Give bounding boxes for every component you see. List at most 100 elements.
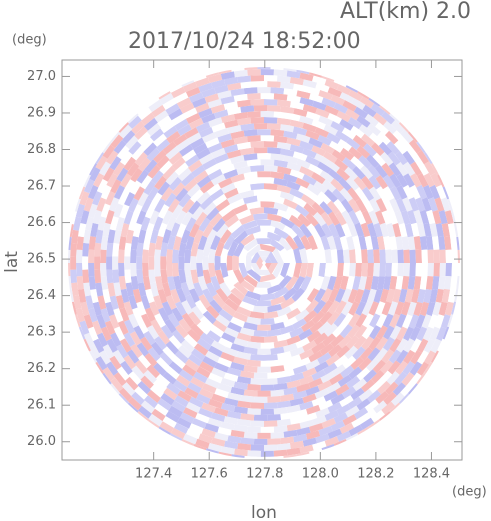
echo-cell [313, 180, 329, 194]
echo-cell [175, 187, 189, 202]
echo-cell [127, 197, 139, 213]
echo-cell [321, 223, 333, 238]
echo-cell [308, 350, 323, 363]
echo-cell [144, 352, 158, 367]
echo-cell [83, 282, 91, 297]
echo-cell [167, 198, 180, 213]
echo-cell [236, 184, 252, 194]
echo-cell [177, 345, 192, 359]
echo-cell [234, 69, 248, 78]
echo-cell [77, 223, 87, 238]
echo-cell [416, 150, 430, 165]
echo-cell [330, 249, 338, 263]
echo-cell [115, 295, 125, 310]
echo-cell [312, 441, 327, 451]
echo-cell [318, 89, 333, 101]
echo-cell [239, 214, 255, 225]
echo-cell [163, 125, 178, 139]
echo-cell [120, 223, 130, 238]
y-tick-label: 26.6 [27, 215, 56, 230]
echo-cell [195, 77, 210, 88]
echo-cell [379, 222, 390, 238]
echo-cell [351, 416, 366, 428]
echo-cell [127, 313, 139, 329]
echo-cell [223, 416, 238, 425]
echo-cell [381, 162, 395, 177]
echo-cell [401, 139, 415, 154]
echo-cell [358, 235, 368, 250]
echo-cell [128, 115, 142, 129]
echo-cell [137, 131, 151, 146]
echo-cell [364, 399, 379, 413]
echo-cell [291, 223, 306, 239]
echo-cell [381, 210, 392, 225]
echo-cell [385, 130, 399, 145]
echo-cell [233, 406, 248, 415]
echo-cell [407, 236, 416, 251]
echo-cell [190, 256, 197, 270]
echo-cell [134, 386, 148, 400]
y-tick-label: 27.0 [27, 69, 56, 84]
echo-cell [165, 146, 180, 160]
echo-cell [233, 136, 248, 145]
plot-frame [61, 59, 463, 461]
echo-cell [364, 113, 379, 127]
echo-cell [76, 263, 83, 277]
echo-cell [105, 301, 115, 317]
echo-cell [192, 97, 207, 108]
echo-cell [136, 342, 149, 357]
echo-cell [83, 314, 94, 329]
echo-cell [299, 263, 308, 278]
echo-cell [340, 147, 355, 161]
echo-cell [240, 123, 255, 131]
echo-cell [409, 326, 421, 342]
echo-cell [341, 288, 352, 303]
echo-cell [380, 360, 394, 375]
echo-cell [233, 311, 248, 323]
echo-cell [382, 174, 396, 190]
echo-cell [177, 124, 192, 136]
echo-cell [344, 345, 359, 360]
echo-cell [220, 351, 235, 363]
echo-cell [364, 235, 374, 250]
echo-cell [424, 161, 436, 176]
echo-cell [109, 216, 119, 231]
echo-cell [300, 234, 312, 250]
echo-cell [224, 397, 239, 407]
echo-cell [109, 295, 119, 310]
echo-cell [396, 173, 409, 188]
echo-cell [395, 360, 408, 375]
echo-cell [143, 117, 158, 131]
echo-cell [93, 172, 105, 188]
echo-cell [130, 343, 143, 359]
echo-cell [214, 153, 229, 164]
echo-cell [168, 176, 182, 191]
echo-cell [185, 235, 195, 251]
echo-cell [270, 171, 285, 180]
echo-cell [247, 426, 261, 433]
echo-cell [179, 144, 194, 157]
echo-cell [407, 209, 417, 225]
echo-cell [323, 151, 338, 164]
echo-cell [202, 158, 217, 170]
echo-cell [199, 153, 214, 165]
echo-cell [113, 326, 125, 342]
echo-cell [376, 325, 388, 340]
echo-cell [368, 336, 382, 351]
echo-cell [277, 141, 292, 150]
echo-cell [327, 235, 337, 251]
echo-cell [376, 186, 388, 201]
echo-cell [273, 314, 289, 325]
echo-cell [176, 223, 187, 238]
echo-cell [223, 169, 239, 180]
echo-cell [403, 249, 410, 263]
echo-cell [441, 223, 451, 238]
echo-cell [166, 130, 181, 144]
echo-cell [260, 450, 274, 457]
echo-cell [193, 371, 208, 384]
echo-cell [176, 97, 192, 109]
echo-cell [227, 125, 242, 134]
echo-cell [403, 338, 415, 353]
echo-cell [354, 222, 365, 238]
echo-cell [450, 276, 458, 290]
